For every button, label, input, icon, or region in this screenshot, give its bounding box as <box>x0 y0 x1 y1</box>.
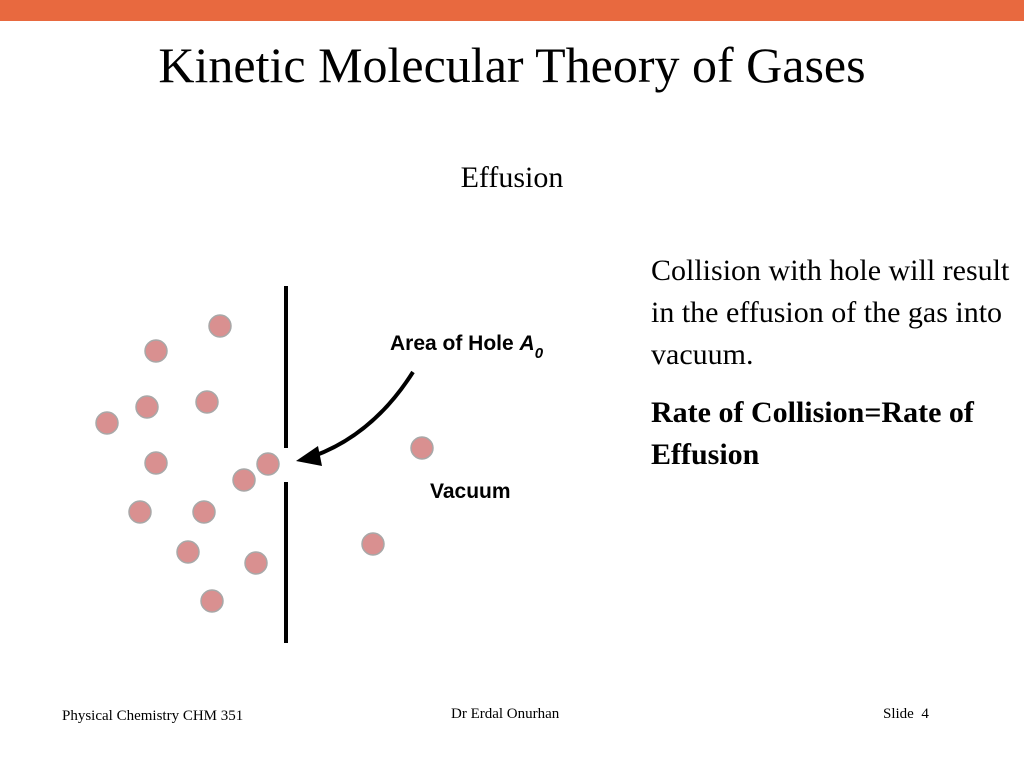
gas-molecule <box>128 500 152 524</box>
gas-molecule <box>256 452 280 476</box>
gas-molecule <box>195 390 219 414</box>
gas-molecule <box>232 468 256 492</box>
hole-area-text: Area of Hole <box>390 332 520 355</box>
footer-author: Dr Erdal Onurhan <box>451 706 560 722</box>
gas-molecule-effused <box>410 436 434 460</box>
hole-pointer-arrow <box>301 370 415 462</box>
gas-molecule <box>244 551 268 575</box>
rate-statement: Rate of Collision=Rate of Effusion <box>651 396 974 471</box>
gas-molecule <box>135 395 159 419</box>
vacuum-label: Vacuum <box>430 480 511 503</box>
gas-molecule <box>200 589 224 613</box>
effusion-description: Collision with hole will result in the e… <box>651 254 1010 371</box>
slide-subtitle: Effusion <box>460 161 564 194</box>
gas-molecules <box>95 314 434 613</box>
footer-course: Physical Chemistry CHM 351 <box>62 708 244 724</box>
gas-molecule <box>95 411 119 435</box>
gas-molecule <box>144 451 168 475</box>
slide-number: 4 <box>921 706 929 722</box>
gas-molecule <box>208 314 232 338</box>
slide-title: Kinetic Molecular Theory of Gases <box>158 37 866 93</box>
slide-label: Slide <box>883 706 914 722</box>
hole-area-label: Area of Hole A0 <box>390 332 544 362</box>
hole-area-symbol: A <box>519 332 535 355</box>
hole-pointer-arrowhead <box>296 446 322 466</box>
top-accent-bar <box>0 0 1024 21</box>
explanation-text: Collision with hole will result in the e… <box>651 250 1011 476</box>
gas-molecule <box>192 500 216 524</box>
footer-slide-number: Slide 4 <box>883 705 929 723</box>
gas-molecule <box>144 339 168 363</box>
hole-area-subscript: 0 <box>535 345 544 362</box>
gas-molecule <box>176 540 200 564</box>
gas-molecule-effused <box>361 532 385 556</box>
